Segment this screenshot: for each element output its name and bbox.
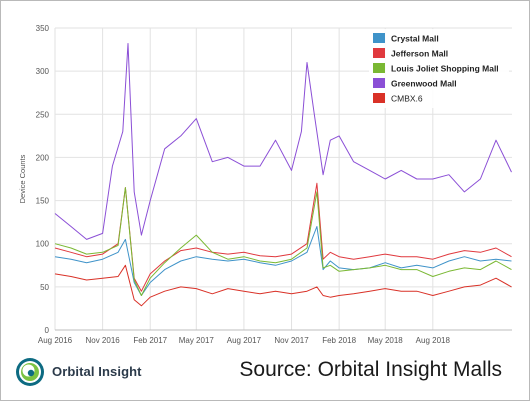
legend-label: Louis Joliet Shopping Mall	[391, 64, 499, 74]
legend-swatch	[373, 48, 385, 58]
x-tick-label: Nov 2016	[85, 336, 120, 345]
source-caption: Source: Orbital Insight Malls	[239, 358, 502, 381]
y-tick-label: 350	[36, 24, 50, 33]
series-line	[54, 226, 512, 296]
x-tick-label: Aug 2017	[227, 336, 262, 345]
y-tick-label: 0	[45, 326, 50, 335]
legend-swatch	[373, 33, 385, 43]
legend-swatch	[373, 63, 385, 73]
x-tick-label: Aug 2018	[416, 336, 451, 345]
brand-name: Orbital Insight	[52, 364, 142, 379]
axis-layer: 0 50 100 150 200 250 300 350 Aug 2016 Nov 2016 Feb…	[18, 24, 512, 345]
y-axis-label: Device Counts	[18, 154, 27, 203]
y-tick-label: 200	[36, 153, 50, 162]
y-tick-label: 100	[36, 240, 50, 249]
x-tick-label: May 2018	[368, 336, 404, 345]
x-tick-label: Feb 2018	[322, 336, 356, 345]
y-tick-label: 300	[36, 67, 50, 76]
y-tick-label: 50	[40, 283, 49, 292]
y-tick-label: 250	[36, 110, 50, 119]
x-tick-label: May 2017	[179, 336, 215, 345]
footer: Orbital Insight Source: Orbital Insight …	[0, 352, 528, 398]
series-line	[54, 264, 512, 307]
series-layer	[54, 43, 512, 307]
orbital-insight-logo-icon	[16, 358, 44, 386]
legend-label: Crystal Mall	[391, 34, 439, 44]
legend-swatch	[373, 78, 385, 88]
line-chart: 0 50 100 150 200 250 300 350 Aug 2016 Nov 2016 Feb…	[18, 24, 512, 345]
x-tick-label: Nov 2017	[274, 336, 309, 345]
legend-label: CMBX.6	[391, 94, 423, 104]
legend: Crystal Mall Jefferson Mall Louis Joliet S…	[369, 29, 509, 108]
y-tick-label: 150	[36, 197, 50, 206]
legend-background	[369, 29, 509, 108]
legend-label: Jefferson Mall	[391, 49, 448, 59]
series-line	[54, 43, 512, 240]
x-tick-label: Feb 2017	[133, 336, 167, 345]
legend-label: Greenwood Mall	[391, 79, 457, 89]
series-line	[54, 187, 512, 296]
x-tick-label: Aug 2016	[38, 336, 73, 345]
legend-swatch	[373, 93, 385, 103]
